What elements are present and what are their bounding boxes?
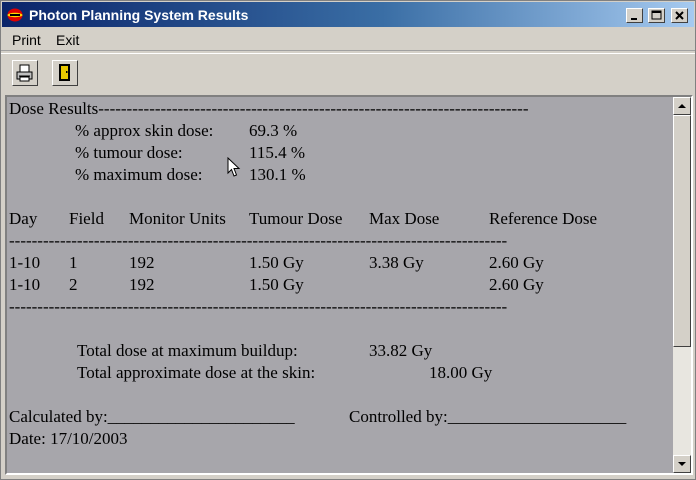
col-header-monitor-units: Monitor Units <box>129 209 226 228</box>
scroll-down-button[interactable] <box>673 455 691 473</box>
close-button[interactable] <box>671 8 688 23</box>
calculated-by: Calculated by:______________________ <box>9 407 295 426</box>
row-1-monitor-units: 192 <box>129 253 155 272</box>
scroll-up-button[interactable] <box>673 97 691 115</box>
toolbar <box>1 53 695 94</box>
row-2-tumour-dose: 1.50 Gy <box>249 275 304 294</box>
col-header-max-dose: Max Dose <box>369 209 440 228</box>
menu-exit[interactable]: Exit <box>56 32 80 48</box>
row-1-tumour-dose: 1.50 Gy <box>249 253 304 272</box>
skin-dose-label: % approx skin dose: <box>75 121 214 140</box>
report-date: Date: 17/10/2003 <box>9 429 128 448</box>
exit-door-icon <box>59 64 70 81</box>
col-header-tumour-dose: Tumour Dose <box>249 209 343 228</box>
scroll-down-arrow-icon <box>678 462 686 466</box>
total-skin-value: 18.00 Gy <box>429 363 493 382</box>
skin-dose-value: 69.3 % <box>249 121 298 140</box>
row-1-day: 1-10 <box>9 253 41 272</box>
row-1-reference-dose: 2.60 Gy <box>489 253 544 272</box>
divider-bottom: ----------------------------------------… <box>9 297 508 316</box>
row-2-field: 2 <box>69 275 78 294</box>
col-header-reference-dose: Reference Dose <box>489 209 598 228</box>
col-header-day: Day <box>9 209 38 228</box>
menu-bar: Print Exit <box>1 28 695 51</box>
dose-results-header: Dose Results----------------------------… <box>9 99 529 118</box>
total-skin-label: Total approximate dose at the skin: <box>77 363 316 382</box>
results-panel: Dose Results----------------------------… <box>5 95 693 475</box>
tumour-dose-label: % tumour dose: <box>75 143 183 162</box>
minimize-button[interactable] <box>626 8 643 23</box>
controlled-by: Controlled by:_____________________ <box>349 407 627 426</box>
maximum-dose-label: % maximum dose: <box>75 165 203 184</box>
maximum-dose-value: 130.1 % <box>249 165 306 184</box>
row-2-reference-dose: 2.60 Gy <box>489 275 544 294</box>
minimize-icon <box>631 18 637 20</box>
mouse-cursor-icon <box>227 157 241 177</box>
menu-print[interactable]: Print <box>12 32 41 48</box>
print-button[interactable] <box>12 60 38 86</box>
total-buildup-value: 33.82 Gy <box>369 341 433 360</box>
window-title: Photon Planning System Results <box>29 7 249 23</box>
row-1-field: 1 <box>69 253 78 272</box>
row-2-day: 1-10 <box>9 275 41 294</box>
vertical-scrollbar[interactable] <box>673 97 691 473</box>
close-icon <box>675 11 684 20</box>
tumour-dose-value: 115.4 % <box>249 143 306 162</box>
scroll-thumb[interactable] <box>673 115 691 347</box>
scroll-up-arrow-icon <box>678 104 686 108</box>
maximize-button[interactable] <box>648 8 665 23</box>
results-text: Dose Results----------------------------… <box>7 97 673 473</box>
row-2-monitor-units: 192 <box>129 275 155 294</box>
divider-top: ----------------------------------------… <box>9 231 508 250</box>
app-logo-icon <box>7 8 23 22</box>
title-bar[interactable]: Photon Planning System Results <box>2 2 694 27</box>
exit-button[interactable] <box>52 60 78 86</box>
row-1-max-dose: 3.38 Gy <box>369 253 424 272</box>
maximize-icon <box>651 10 662 20</box>
col-header-field: Field <box>69 209 104 228</box>
printer-icon <box>16 64 33 82</box>
total-buildup-label: Total dose at maximum buildup: <box>77 341 298 360</box>
